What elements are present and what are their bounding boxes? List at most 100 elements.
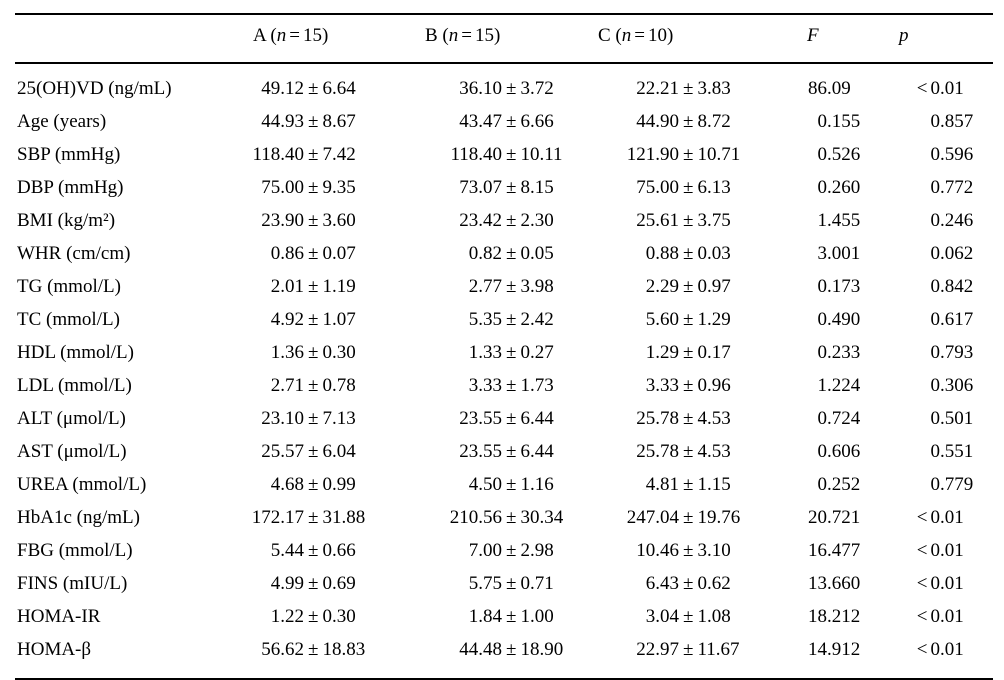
group-name: C ( — [598, 25, 622, 46]
plus-minus-sign: ± — [506, 242, 517, 264]
sd-value: 7.13 — [322, 407, 356, 429]
plus-minus-sign: ± — [683, 440, 694, 462]
plus-minus-sign: ± — [308, 341, 319, 363]
p-value-cell-value: 0.596 — [890, 144, 993, 166]
mean-sd-value: 22.97 ±11.67 — [595, 639, 790, 661]
plus-minus-sign: ± — [308, 143, 319, 165]
value-cell-a: 172.17 ±31.88 — [238, 501, 420, 534]
plus-minus-sign: ± — [683, 374, 694, 396]
mean-value: 23.55 — [459, 440, 502, 462]
f-statistic-cell: 3.001 — [790, 237, 890, 270]
integer-part: 0 — [930, 440, 941, 462]
fraction-part: .155 — [827, 110, 861, 132]
table-row: FINS (mIU/L) 4.99 ±0.69 5.75 ±0.71 6.43 ±0.62 1… — [15, 567, 993, 600]
n-symbol: n — [276, 25, 287, 46]
integer-part: 0 — [817, 143, 828, 165]
mean-value: 5.75 — [468, 572, 502, 594]
value-cell-a: 25.57 ±6.04 — [238, 435, 420, 468]
sd-value: 0.97 — [697, 275, 731, 297]
integer-part: 0 — [930, 110, 941, 132]
sd-value: 3.75 — [697, 209, 731, 231]
plus-minus-sign: ± — [506, 605, 517, 627]
row-label: HbA1c (ng/mL) — [17, 506, 140, 528]
mean-sd-value: 210.56 ±30.34 — [420, 507, 595, 529]
mean-value: 73.07 — [459, 176, 502, 198]
value-cell-a: 118.40 ±7.42 — [238, 138, 420, 171]
p-value-cell: 0.842 — [890, 270, 993, 303]
plus-minus-sign: ± — [506, 209, 517, 231]
p-value-cell: 0.551 — [890, 435, 993, 468]
mean-sd-value: 3.33 ±0.96 — [595, 375, 790, 397]
value-cell-b: 5.75 ±0.71 — [420, 567, 595, 600]
value-cell-c: 22.21 ±3.83 — [595, 63, 790, 105]
f-statistic-cell-value: 1.455 — [790, 210, 890, 232]
table-row: TC (mmol/L) 4.92 ±1.07 5.35 ±2.42 5.60 ±1.29 0.… — [15, 303, 993, 336]
value-cell-b: 3.33 ±1.73 — [420, 369, 595, 402]
sd-value: 18.90 — [520, 638, 564, 660]
column-header-f: F — [790, 14, 890, 64]
mean-sd-value: 2.71 ±0.78 — [238, 375, 420, 397]
mean-value: 10.46 — [636, 539, 679, 561]
f-statistic-cell: 1.224 — [790, 369, 890, 402]
p-value-cell-value: 0.501 — [890, 408, 993, 430]
mean-value: 5.35 — [468, 308, 502, 330]
row-label: Age (years) — [17, 110, 107, 132]
p-value-cell: 0.306 — [890, 369, 993, 402]
table-row: DBP (mmHg) 75.00 ±9.35 73.07 ±8.15 75.00 ±6.13… — [15, 171, 993, 204]
mean-sd-value: 22.21 ±3.83 — [595, 78, 790, 100]
plus-minus-sign: ± — [506, 143, 517, 165]
mean-value: 2.77 — [468, 275, 502, 297]
value-cell-b: 23.55 ±6.44 — [420, 402, 595, 435]
plus-minus-sign: ± — [506, 275, 517, 297]
f-statistic-cell: 0.526 — [790, 138, 890, 171]
sd-value: 7.42 — [322, 143, 356, 165]
plus-minus-sign: ± — [506, 440, 517, 462]
sd-value: 0.78 — [322, 374, 356, 396]
value-cell-c: 121.90 ±10.71 — [595, 138, 790, 171]
f-statistic-cell: 1.455 — [790, 204, 890, 237]
p-value-cell-value: 0.246 — [890, 210, 993, 232]
table-row: WHR (cm/cm) 0.86 ±0.07 0.82 ±0.05 0.88 ±0.03 3.… — [15, 237, 993, 270]
value-cell-c: 3.33 ±0.96 — [595, 369, 790, 402]
plus-minus-sign: ± — [308, 473, 319, 495]
value-cell-b: 0.82 ±0.05 — [420, 237, 595, 270]
mean-value: 25.57 — [261, 440, 304, 462]
sd-value: 0.99 — [322, 473, 356, 495]
plus-minus-sign: ± — [683, 572, 694, 594]
mean-value: 4.50 — [468, 473, 502, 495]
fraction-part: .596 — [940, 143, 974, 165]
mean-sd-value: 23.10 ±7.13 — [238, 408, 420, 430]
f-statistic-cell-value: 0.724 — [790, 408, 890, 430]
value-cell-c: 2.29 ±0.97 — [595, 270, 790, 303]
plus-minus-sign: ± — [506, 572, 517, 594]
p-value-cell: 0.779 — [890, 468, 993, 501]
plus-minus-sign: ± — [308, 209, 319, 231]
plus-minus-sign: ± — [308, 638, 319, 660]
table-row: AST (μmol/L) 25.57 ±6.04 23.55 ±6.44 25.78 ±4.… — [15, 435, 993, 468]
mean-value: 2.01 — [270, 275, 304, 297]
value-cell-c: 6.43 ±0.62 — [595, 567, 790, 600]
integer-part: 0 — [817, 473, 828, 495]
f-statistic-cell-value: 0.233 — [790, 342, 890, 364]
f-statistic-cell: 18.212 — [790, 600, 890, 633]
mean-value: 7.00 — [468, 539, 502, 561]
table-row: HbA1c (ng/mL) 172.17 ±31.88 210.56 ±30.34 247… — [15, 501, 993, 534]
mean-sd-value: 25.78 ±4.53 — [595, 441, 790, 463]
mean-sd-value: 1.29 ±0.17 — [595, 342, 790, 364]
f-statistic-cell: 0.260 — [790, 171, 890, 204]
sd-value: 11.67 — [697, 638, 740, 660]
plus-minus-sign: ± — [506, 506, 517, 528]
mean-sd-value: 2.29 ±0.97 — [595, 276, 790, 298]
plus-minus-sign: ± — [683, 506, 694, 528]
mean-sd-value: 73.07 ±8.15 — [420, 177, 595, 199]
value-cell-a: 0.86 ±0.07 — [238, 237, 420, 270]
integer-part: 20 — [808, 506, 827, 528]
fraction-part: .260 — [827, 176, 861, 198]
fraction-part: .490 — [827, 308, 861, 330]
mean-value: 49.12 — [261, 77, 304, 99]
table-row: UREA (mmol/L) 4.68 ±0.99 4.50 ±1.16 4.81 ±1.15… — [15, 468, 993, 501]
mean-sd-value: 4.68 ±0.99 — [238, 474, 420, 496]
sd-value: 18.83 — [322, 638, 366, 660]
row-label: HOMA-β — [17, 638, 92, 660]
fraction-part: .724 — [827, 407, 861, 429]
